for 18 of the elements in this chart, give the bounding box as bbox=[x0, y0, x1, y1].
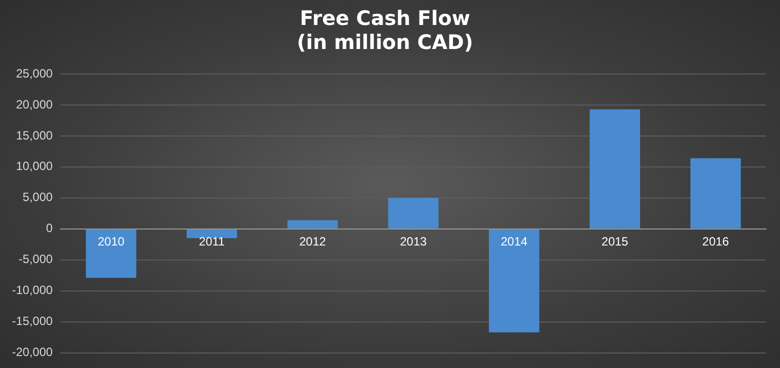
x-tick-label: 2012 bbox=[299, 234, 326, 248]
y-tick-label: 20,000 bbox=[16, 97, 54, 112]
y-tick-label: -15,000 bbox=[12, 314, 54, 328]
y-tick-label: -5,000 bbox=[18, 252, 54, 266]
x-tick-label: 2015 bbox=[602, 234, 629, 248]
chart-title: Free Cash Flow (in million CAD) bbox=[296, 6, 474, 54]
x-tick-label: 2016 bbox=[702, 234, 730, 248]
x-tick-label: 2010 bbox=[98, 234, 125, 248]
x-tick-label: 2011 bbox=[198, 234, 226, 248]
x-tick-label: 2014 bbox=[500, 234, 528, 248]
y-tick-label: 25,000 bbox=[16, 66, 54, 80]
y-tick-label: 10,000 bbox=[16, 159, 54, 174]
y-tick-label: 5,000 bbox=[22, 190, 54, 204]
y-tick-label: -20,000 bbox=[12, 345, 54, 360]
y-tick-label: 0 bbox=[46, 221, 54, 236]
y-tick-label: 15,000 bbox=[16, 128, 54, 142]
y-tick-label: -10,000 bbox=[12, 283, 54, 298]
x-tick-label: 2013 bbox=[400, 234, 428, 248]
